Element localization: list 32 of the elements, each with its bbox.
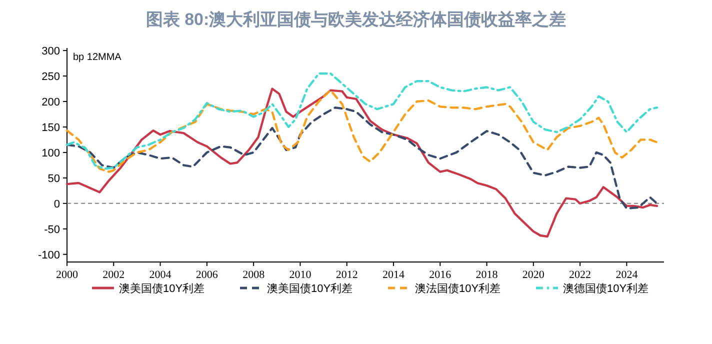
line-series bbox=[66, 89, 658, 173]
y-tick-label: 0 bbox=[54, 198, 60, 210]
x-tick-label: 2004 bbox=[149, 269, 172, 281]
x-tick-label: 2020 bbox=[522, 269, 545, 281]
legend-label: 澳德国债10Y利差 bbox=[563, 282, 649, 295]
x-tick-label: 2010 bbox=[289, 269, 312, 281]
legend-label: 澳美国债10Y利差 bbox=[119, 282, 205, 295]
annotation: bp 12MMA bbox=[73, 52, 122, 63]
x-tick-label: 2012 bbox=[336, 269, 358, 281]
legend-label: 澳美国债10Y利差 bbox=[267, 282, 353, 295]
x-tick-label: 2022 bbox=[569, 269, 592, 281]
y-tick-label: 250 bbox=[42, 71, 60, 84]
x-tick-label: 2018 bbox=[476, 269, 498, 281]
chart-title: 图表 80:澳大利亚国债与欧美发达经济体国债收益率之差 bbox=[146, 10, 566, 29]
x-tick-label: 2016 bbox=[429, 269, 452, 281]
x-tick-label: 2000 bbox=[56, 269, 78, 281]
x-tick-label: 2002 bbox=[102, 269, 125, 281]
y-tick-label: 200 bbox=[42, 96, 60, 108]
y-tick-label: -50 bbox=[44, 224, 60, 236]
y-tick-label: 50 bbox=[48, 172, 60, 185]
legend-label: 澳法国债10Y利差 bbox=[415, 282, 501, 295]
line-series bbox=[66, 72, 658, 170]
line-series bbox=[66, 106, 658, 210]
y-tick-label: 300 bbox=[42, 46, 60, 58]
x-tick-label: 2006 bbox=[196, 269, 218, 281]
y-tick-label: -100 bbox=[38, 249, 60, 262]
line-series bbox=[66, 88, 658, 238]
x-tick-label: 2014 bbox=[382, 269, 405, 281]
x-tick-label: 2024 bbox=[616, 269, 638, 281]
x-tick-label: 2008 bbox=[242, 269, 266, 281]
y-tick-label: 150 bbox=[42, 122, 60, 134]
y-tick-label: 100 bbox=[42, 147, 60, 160]
